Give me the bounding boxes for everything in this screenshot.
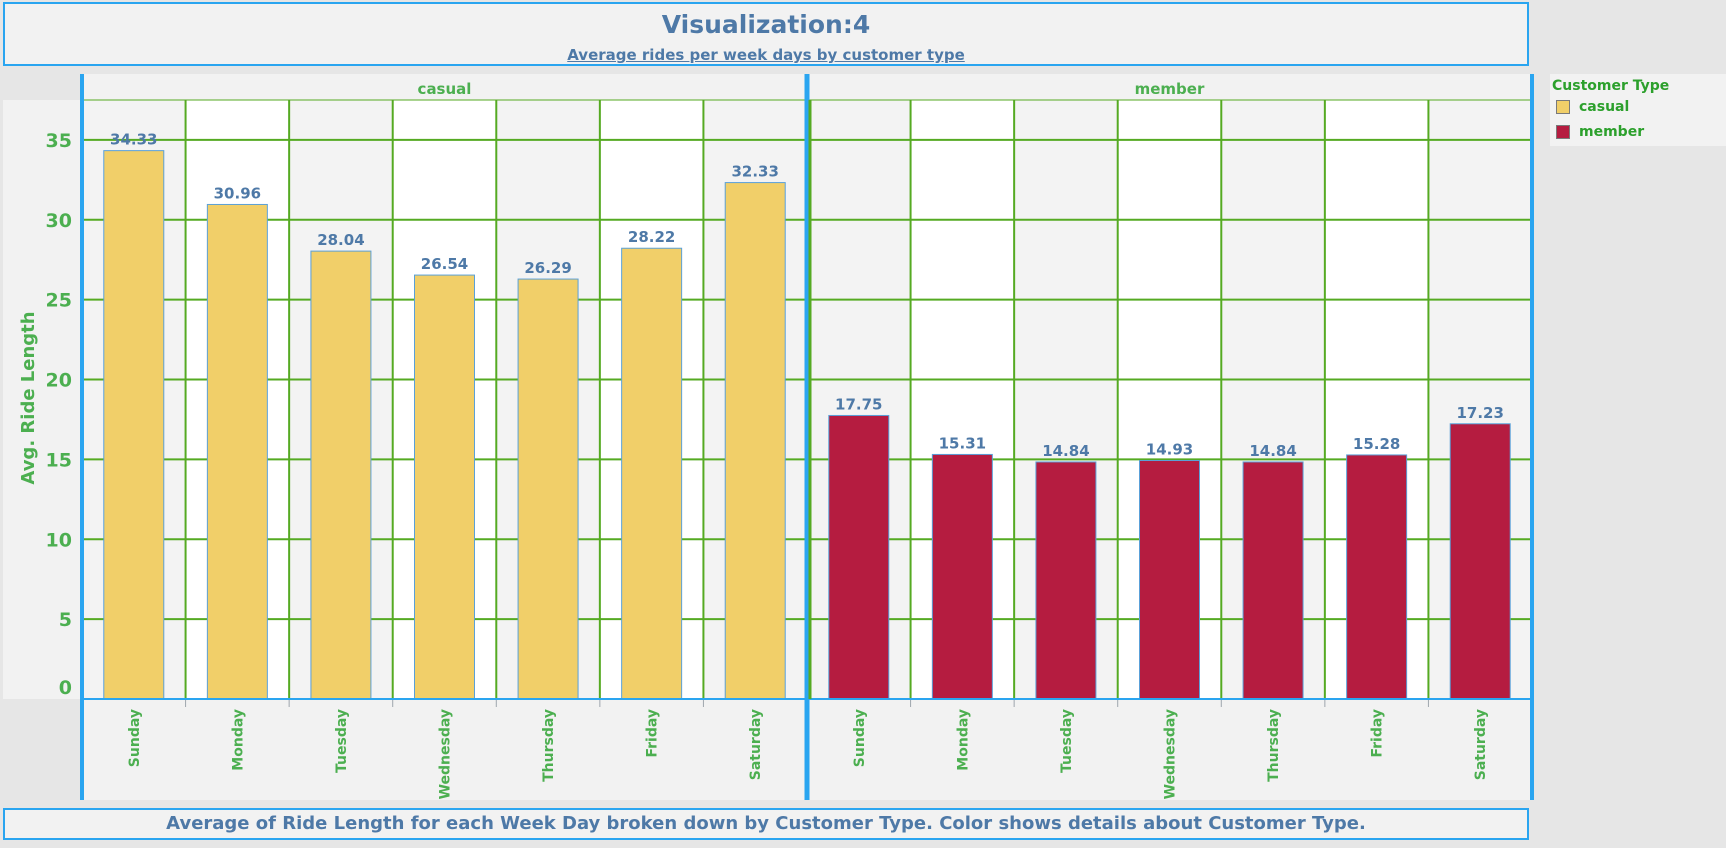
bar-casual-wednesday <box>414 274 475 700</box>
data-label: 26.29 <box>524 259 571 277</box>
chart-subtitle[interactable]: Average rides per week days by customer … <box>567 46 965 64</box>
bar-casual-friday <box>621 247 683 700</box>
category-label: Sunday <box>127 709 143 767</box>
legend-item-member[interactable]: member <box>1556 123 1644 141</box>
legend-swatch-member <box>1556 125 1570 139</box>
bar-member-monday <box>931 453 993 700</box>
data-label: 14.84 <box>1249 442 1296 460</box>
bar-member-saturday <box>1449 423 1511 700</box>
category-label: Monday <box>955 709 971 771</box>
panel-header-casual: casual <box>418 80 472 98</box>
category-label: Wednesday <box>438 709 454 799</box>
bar-member-wednesday <box>1139 460 1200 700</box>
bar-casual-thursday <box>517 278 579 700</box>
y-tick-label: 15 <box>46 449 72 471</box>
category-label: Sunday <box>852 709 868 767</box>
category-label: Saturday <box>1473 709 1489 780</box>
bar-casual-saturday <box>724 182 786 700</box>
data-label: 26.54 <box>421 255 468 273</box>
data-label: 14.93 <box>1146 441 1193 459</box>
category-label: Wednesday <box>1163 709 1179 799</box>
y-axis-background <box>3 100 82 699</box>
chart-caption: Average of Ride Length for each Week Day… <box>3 808 1529 840</box>
y-tick-label: 10 <box>46 529 72 551</box>
legend-label-member: member <box>1579 124 1645 140</box>
data-label: 28.04 <box>317 231 364 249</box>
category-label: Friday <box>1370 709 1386 758</box>
category-label: Friday <box>645 709 661 758</box>
bar-member-thursday <box>1242 461 1304 700</box>
y-tick-label: 25 <box>46 290 72 312</box>
y-tick-label: 5 <box>59 609 72 631</box>
legend-swatch-casual <box>1556 100 1570 114</box>
data-label: 17.75 <box>835 395 882 413</box>
bar-casual-sunday <box>103 150 165 700</box>
bar-member-sunday <box>828 414 890 700</box>
bar-member-friday <box>1346 454 1408 700</box>
bar-casual-tuesday <box>310 250 372 700</box>
bar-casual-monday <box>206 203 268 700</box>
legend-item-casual[interactable]: casual <box>1556 98 1629 116</box>
y-tick-label: 30 <box>46 210 72 232</box>
chart-title: Visualization:4 <box>661 10 871 39</box>
data-label: 30.96 <box>214 184 261 202</box>
data-label: 14.84 <box>1042 442 1089 460</box>
data-label: 32.33 <box>731 163 778 181</box>
legend: Customer Type casual member <box>1550 74 1726 146</box>
y-tick-label: 35 <box>46 130 72 152</box>
category-label: Thursday <box>541 709 557 782</box>
data-label: 34.33 <box>110 131 157 149</box>
legend-title: Customer Type <box>1552 78 1670 94</box>
panel-header-member: member <box>1135 80 1205 98</box>
y-axis-title: Avg. Ride Length <box>18 311 39 484</box>
legend-label-casual: casual <box>1579 99 1630 115</box>
bar-member-tuesday <box>1035 461 1097 700</box>
category-label: Monday <box>230 709 246 771</box>
data-label: 17.23 <box>1456 404 1503 422</box>
category-label: Saturday <box>748 709 764 780</box>
data-label: 28.22 <box>628 228 675 246</box>
data-label: 15.28 <box>1353 435 1400 453</box>
y-tick-label: 20 <box>46 370 72 392</box>
title-box: Visualization:4 Average rides per week d… <box>3 2 1529 66</box>
category-label: Tuesday <box>334 709 350 773</box>
data-label: 15.31 <box>939 434 986 452</box>
category-label: Tuesday <box>1059 709 1075 773</box>
y-tick-label: 0 <box>59 677 72 699</box>
category-label: Thursday <box>1266 709 1282 782</box>
